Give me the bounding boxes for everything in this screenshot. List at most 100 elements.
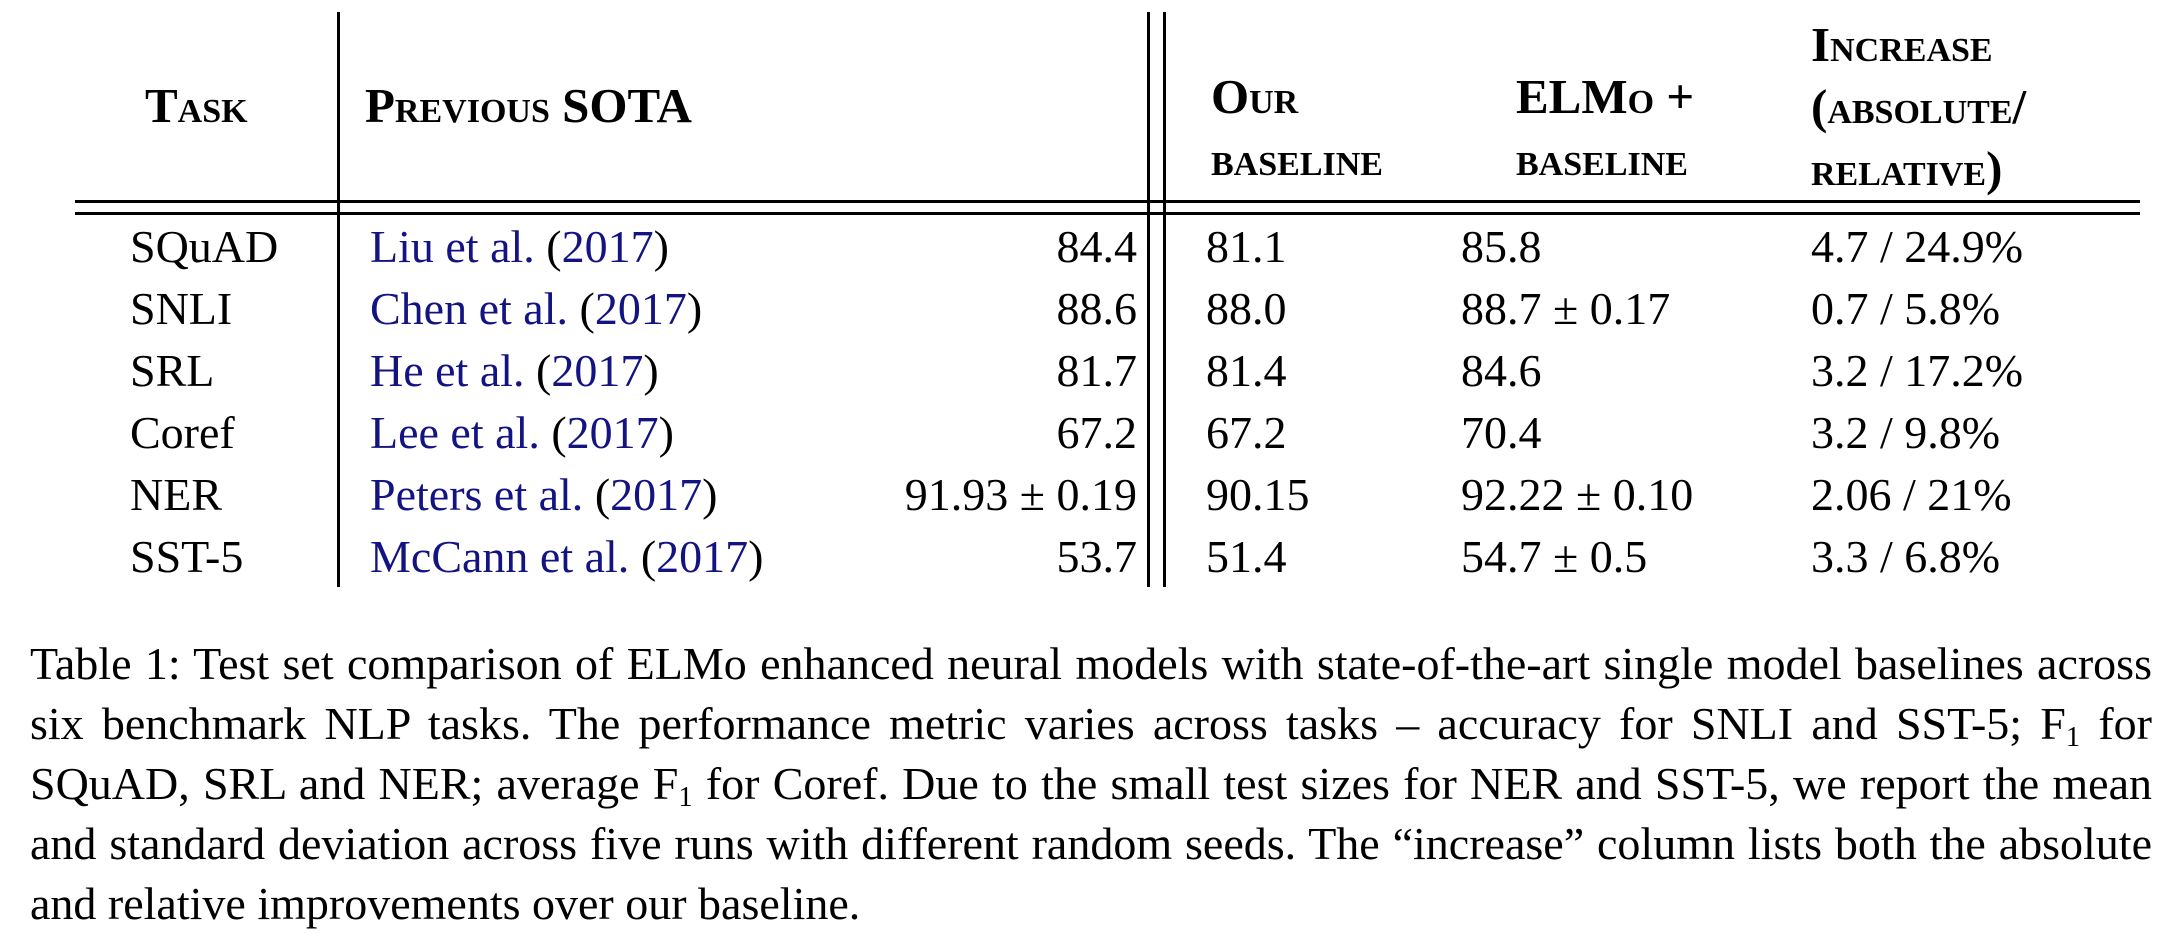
task-cell: SST-5 xyxy=(75,525,340,587)
citation-link[interactable]: Liu et al. xyxy=(370,220,535,272)
column-header-task: Task xyxy=(75,12,340,203)
column-gap-spacer xyxy=(1150,463,1166,525)
elmo-baseline-cell: 85.8 xyxy=(1461,220,1542,272)
previous-sota-cell: Peters et al. (2017) 91.93 ± 0.19 xyxy=(340,463,1150,525)
elmo-baseline-cell: 84.6 xyxy=(1461,344,1542,396)
task-cell: Coref xyxy=(75,401,340,463)
previous-sota-cell: Chen et al. (2017) 88.6 xyxy=(340,277,1150,339)
citation-paren-close: ) xyxy=(748,530,764,582)
sota-value: 53.7 xyxy=(1056,530,1138,582)
our-baseline-cell: 88.0 xyxy=(1206,282,1287,334)
previous-sota-cell: Liu et al. (2017) 84.4 xyxy=(340,215,1150,277)
citation-year-link[interactable]: 2017 xyxy=(551,344,644,396)
sota-value: 84.4 xyxy=(1056,220,1138,272)
column-header-increase-line2: (absolute/ xyxy=(1811,79,2027,134)
citation-year-link[interactable]: 2017 xyxy=(594,282,687,334)
column-header-our-baseline-line2: baseline xyxy=(1211,131,1383,186)
caption-text: for Coref. Due to the small test sizes f… xyxy=(30,758,2152,929)
citation-year-link[interactable]: 2017 xyxy=(566,406,659,458)
our-baseline-cell: 67.2 xyxy=(1206,406,1287,458)
citation-paren-open: ( xyxy=(583,468,611,520)
caption-text: Table 1: Test set comparison of ELMo enh… xyxy=(30,638,2152,749)
increase-cell: 2.06 / 21% xyxy=(1811,468,2012,520)
sota-value: 81.7 xyxy=(1056,344,1138,396)
citation-paren-open: ( xyxy=(524,344,552,396)
results-table: Task Previous SOTA Our baseline ELMo + b… xyxy=(75,12,2140,587)
citation-paren-open: ( xyxy=(629,530,657,582)
elmo-baseline-cell: 92.22 ± 0.10 xyxy=(1461,468,1694,520)
citation-year-link[interactable]: 2017 xyxy=(656,530,749,582)
column-gap-spacer xyxy=(1150,277,1166,339)
caption-subscript: 1 xyxy=(678,782,693,814)
column-gap-spacer xyxy=(1150,12,1166,203)
increase-cell: 3.2 / 17.2% xyxy=(1811,344,2024,396)
citation: Peters et al. (2017) xyxy=(370,468,717,521)
double-rule-gap xyxy=(75,203,2140,215)
column-header-increase: Increase (absolute/ relative) xyxy=(1771,12,2140,203)
citation-link[interactable]: Lee et al. xyxy=(370,406,540,458)
elmo-baseline-cell: 70.4 xyxy=(1461,406,1542,458)
column-gap-spacer xyxy=(1150,339,1166,401)
previous-sota-cell: McCann et al. (2017) 53.7 xyxy=(340,525,1150,587)
task-cell: SQuAD xyxy=(75,215,340,277)
increase-cell: 3.2 / 9.8% xyxy=(1811,406,2001,458)
column-header-our-baseline-line1: Our xyxy=(1211,69,1299,124)
column-gap-spacer xyxy=(1150,525,1166,587)
column-header-previous-sota: Previous SOTA xyxy=(340,12,1150,203)
table-row: NER Peters et al. (2017) 91.93 ± 0.19 90.15… xyxy=(75,463,2140,525)
citation-paren-close: ) xyxy=(658,406,674,458)
our-baseline-cell: 51.4 xyxy=(1206,530,1287,582)
citation-paren-close: ) xyxy=(643,344,659,396)
table-caption: Table 1: Test set comparison of ELMo enh… xyxy=(30,634,2152,934)
citation: Liu et al. (2017) xyxy=(370,220,669,273)
elmo-baseline-cell: 88.7 ± 0.17 xyxy=(1461,282,1671,334)
increase-cell: 4.7 / 24.9% xyxy=(1811,220,2024,272)
table-row: SNLI Chen et al. (2017) 88.6 88.0 88.7 ± 0.1… xyxy=(75,277,2140,339)
results-table-body: SQuAD Liu et al. (2017) 84.4 81.1 85.8 4.7 / … xyxy=(75,215,2140,587)
column-gap-spacer xyxy=(1150,215,1166,277)
table-row: SST-5 McCann et al. (2017) 53.7 51.4 54.7 ± … xyxy=(75,525,2140,587)
table-header-row: Task Previous SOTA Our baseline ELMo + b… xyxy=(75,12,2140,203)
previous-sota-cell: Lee et al. (2017) 67.2 xyxy=(340,401,1150,463)
column-gap-spacer xyxy=(1150,401,1166,463)
citation-paren-open: ( xyxy=(539,406,567,458)
citation-paren-open: ( xyxy=(568,282,595,334)
our-baseline-cell: 81.4 xyxy=(1206,344,1287,396)
column-header-elmo-baseline-line1: ELMo + xyxy=(1516,69,1695,124)
column-header-increase-line3: relative) xyxy=(1811,141,2003,196)
citation-link[interactable]: McCann et al. xyxy=(370,530,630,582)
citation-paren-close: ) xyxy=(702,468,718,520)
citation-paren-close: ) xyxy=(653,220,669,272)
our-baseline-cell: 90.15 xyxy=(1206,468,1310,520)
task-cell: NER xyxy=(75,463,340,525)
citation: Chen et al. (2017) xyxy=(370,282,702,335)
caption-text: for SQuAD, SRL and NER; average F xyxy=(30,698,2153,809)
citation: Lee et al. (2017) xyxy=(370,406,674,459)
task-cell: SNLI xyxy=(75,277,340,339)
table-row: SQuAD Liu et al. (2017) 84.4 81.1 85.8 4.7 / … xyxy=(75,215,2140,277)
task-cell: SRL xyxy=(75,339,340,401)
column-header-increase-line1: Increase xyxy=(1811,17,1993,72)
citation-paren-close: ) xyxy=(686,282,703,334)
citation-paren-open: ( xyxy=(534,220,562,272)
citation: McCann et al. (2017) xyxy=(370,530,763,583)
sota-value: 91.93 ± 0.19 xyxy=(904,468,1137,520)
sota-value: 67.2 xyxy=(1056,406,1138,458)
citation-link[interactable]: He et al. xyxy=(370,344,525,396)
citation-link[interactable]: Peters et al. xyxy=(370,468,584,520)
table-row: SRL He et al. (2017) 81.7 81.4 84.6 3.2 / 17.… xyxy=(75,339,2140,401)
increase-cell: 0.7 / 5.8% xyxy=(1811,282,2001,334)
citation-year-link[interactable]: 2017 xyxy=(610,468,703,520)
increase-cell: 3.3 / 6.8% xyxy=(1811,530,2001,582)
citation: He et al. (2017) xyxy=(370,344,659,397)
citation-year-link[interactable]: 2017 xyxy=(561,220,654,272)
table-row: Coref Lee et al. (2017) 67.2 67.2 70.4 3.2 / … xyxy=(75,401,2140,463)
caption-subscript: 1 xyxy=(2065,722,2081,754)
column-header-elmo-baseline: ELMo + baseline xyxy=(1416,12,1771,203)
citation-link[interactable]: Chen et al. xyxy=(370,282,568,334)
column-header-our-baseline: Our baseline xyxy=(1166,12,1416,203)
previous-sota-cell: He et al. (2017) 81.7 xyxy=(340,339,1150,401)
sota-value: 88.6 xyxy=(1056,282,1138,334)
elmo-baseline-cell: 54.7 ± 0.5 xyxy=(1461,530,1648,582)
